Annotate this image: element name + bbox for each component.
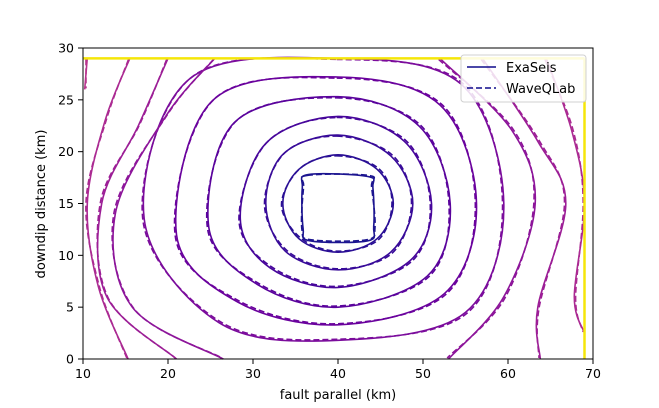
contour-waveqlab-1 <box>280 154 393 253</box>
contour-waveqlab-4 <box>206 96 450 307</box>
contour-exaseis-4 <box>207 95 452 309</box>
y-tick-label-0: 0 <box>66 352 74 367</box>
x-tick-label-50: 50 <box>415 366 431 381</box>
open-contour-waveqlab-2-0 <box>85 59 130 359</box>
open-contour-waveqlab-2-1 <box>544 59 585 333</box>
y-tick-label-30: 30 <box>58 41 74 56</box>
x-tick-label-70: 70 <box>585 366 601 381</box>
x-axis-label: fault parallel (km) <box>280 388 396 403</box>
y-tick-label-10: 10 <box>58 248 74 263</box>
y-ticks: 0 5 10 15 20 25 30 <box>58 41 83 367</box>
contour-waveqlab-5 <box>173 76 477 325</box>
contour-waveqlab-3 <box>238 116 432 288</box>
x-tick-label-10: 10 <box>75 366 91 381</box>
legend-label-exaseis: ExaSeis <box>506 61 557 76</box>
contours-layer <box>83 56 586 360</box>
contour-waveqlab-0 <box>300 173 376 243</box>
legend-label-waveqlab: WaveQLab <box>506 82 575 97</box>
y-tick-label-25: 25 <box>58 92 74 107</box>
x-tick-label-20: 20 <box>160 366 176 381</box>
x-tick-label-60: 60 <box>500 366 516 381</box>
open-contour-waveqlab-0-0 <box>111 58 223 359</box>
y-tick-label-15: 15 <box>58 196 74 211</box>
open-contour-waveqlab-1-1 <box>480 58 566 359</box>
y-tick-label-20: 20 <box>58 144 74 159</box>
contour-waveqlab-6 <box>141 57 504 341</box>
contour-waveqlab-2 <box>263 135 413 270</box>
legend: ExaSeis WaveQLab <box>460 54 587 103</box>
y-tick-label-5: 5 <box>66 300 74 315</box>
x-tick-label-30: 30 <box>245 366 261 381</box>
contour-exaseis-3 <box>239 115 433 289</box>
x-ticks: 10 20 30 40 50 60 70 <box>75 359 601 381</box>
x-tick-label-40: 40 <box>330 366 346 381</box>
open-contour-waveqlab-1-0 <box>96 59 176 359</box>
y-axis-label: downdip distance (km) <box>34 130 49 279</box>
